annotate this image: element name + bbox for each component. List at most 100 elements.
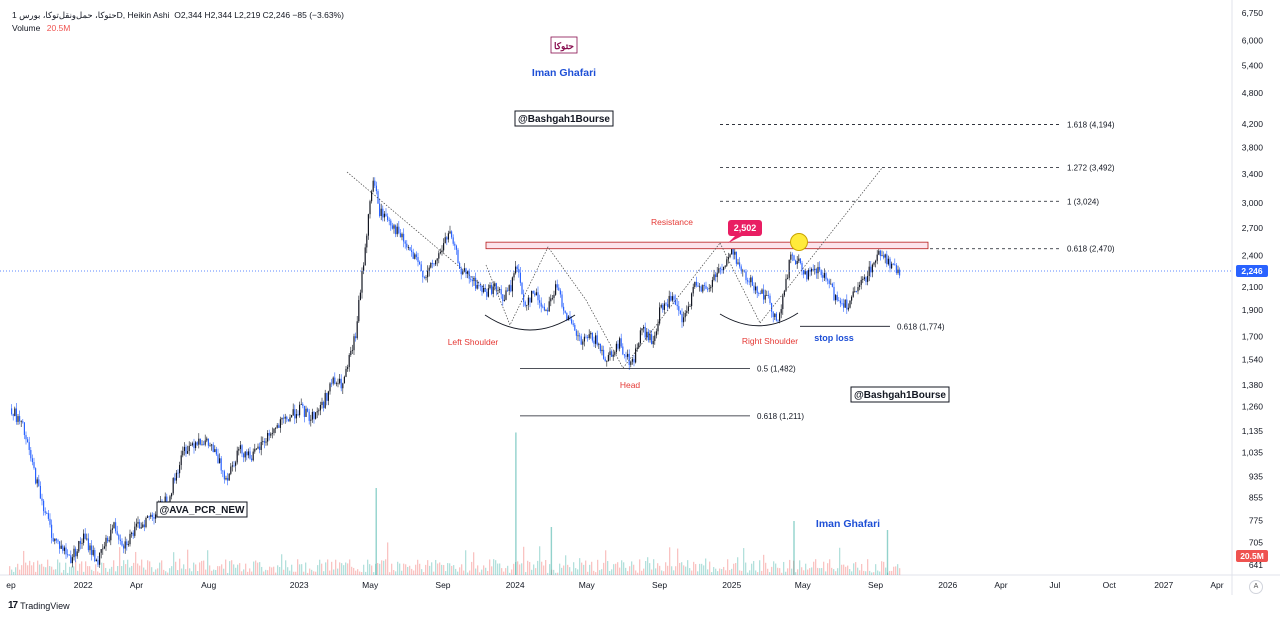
volume-bar bbox=[621, 560, 623, 575]
volume-bar bbox=[581, 562, 583, 575]
volume-bar bbox=[689, 568, 691, 575]
volume-bar bbox=[25, 562, 27, 575]
volume-bar bbox=[891, 570, 893, 575]
volume-bar bbox=[149, 561, 151, 575]
author-bottom: Iman Ghafari bbox=[816, 518, 880, 530]
volume-bar bbox=[739, 570, 741, 575]
volume-bar bbox=[721, 569, 723, 575]
candle bbox=[851, 296, 853, 301]
candle bbox=[265, 441, 267, 443]
candle bbox=[415, 254, 417, 258]
volume-bar bbox=[547, 572, 549, 575]
candle bbox=[86, 538, 88, 540]
volume-bar bbox=[881, 561, 883, 575]
candle bbox=[447, 233, 449, 240]
volume-bar bbox=[89, 566, 91, 575]
candle bbox=[476, 284, 478, 289]
auto-scale-button[interactable]: A bbox=[1249, 580, 1263, 594]
volume-bar bbox=[409, 565, 411, 575]
volume-bar bbox=[389, 572, 391, 575]
tradingview-brand[interactable]: 17 TradingView bbox=[8, 600, 70, 611]
volume-bar bbox=[57, 559, 59, 575]
volume-bar bbox=[257, 562, 259, 575]
candle bbox=[324, 392, 326, 408]
candle bbox=[243, 453, 245, 458]
candle bbox=[68, 554, 70, 556]
candle bbox=[774, 313, 776, 318]
volume-bar bbox=[695, 564, 697, 575]
volume-bar bbox=[625, 567, 627, 575]
candle bbox=[63, 547, 65, 551]
candle bbox=[606, 361, 608, 362]
candle bbox=[273, 428, 275, 433]
volume-bar bbox=[173, 552, 175, 575]
volume-bar bbox=[629, 566, 631, 575]
volume-bar bbox=[331, 561, 333, 575]
candle bbox=[483, 287, 485, 293]
candle bbox=[513, 273, 515, 278]
candle bbox=[591, 332, 593, 341]
volume-bar bbox=[550, 527, 553, 575]
candle bbox=[799, 258, 801, 264]
y-tick-label: 1,700 bbox=[1242, 331, 1264, 341]
x-tick-label: Apr bbox=[130, 580, 143, 590]
candle bbox=[862, 278, 864, 280]
candle bbox=[223, 471, 225, 480]
candle bbox=[340, 378, 342, 389]
symbol-name[interactable]: 1 حتوکا، حمل‌ونقل‌توکا، بورس‌D bbox=[12, 10, 123, 20]
y-tick-label: 2,400 bbox=[1242, 250, 1264, 260]
y-tick-label: 3,800 bbox=[1242, 143, 1264, 153]
volume-bar bbox=[205, 569, 207, 575]
candle bbox=[779, 313, 781, 321]
candle bbox=[191, 443, 193, 445]
x-tick-label: Sep bbox=[868, 580, 883, 590]
candle bbox=[332, 377, 334, 384]
volume-bar bbox=[569, 567, 571, 575]
volume-bar bbox=[637, 572, 639, 575]
fib-level-label: 0.618 (1,774) bbox=[897, 322, 945, 331]
candle bbox=[638, 343, 640, 348]
y-tick-label: 935 bbox=[1249, 471, 1263, 481]
volume-bar bbox=[193, 562, 195, 575]
candle bbox=[379, 203, 381, 216]
candle bbox=[313, 411, 315, 419]
candle bbox=[62, 545, 64, 551]
candle bbox=[89, 545, 91, 551]
volume-bar bbox=[75, 560, 77, 575]
candle bbox=[599, 343, 601, 352]
candle bbox=[819, 266, 821, 270]
candle bbox=[879, 250, 881, 256]
candle bbox=[491, 285, 493, 294]
candle bbox=[836, 295, 838, 301]
candle bbox=[510, 285, 512, 292]
candle bbox=[372, 180, 374, 192]
candle bbox=[355, 336, 357, 339]
volume-bar bbox=[181, 568, 183, 575]
candle bbox=[180, 455, 182, 466]
volume-bar bbox=[373, 572, 375, 575]
volume-bar bbox=[345, 562, 347, 575]
candle bbox=[729, 254, 731, 258]
volume-bar bbox=[763, 554, 765, 575]
volume-bar bbox=[459, 567, 461, 575]
volume-bar bbox=[851, 571, 853, 575]
candle bbox=[201, 444, 203, 446]
candle bbox=[883, 255, 885, 258]
candle bbox=[865, 277, 867, 282]
volume-bar bbox=[527, 560, 529, 575]
candle bbox=[391, 225, 393, 229]
candle bbox=[255, 448, 257, 450]
y-tick-label: 1,135 bbox=[1242, 426, 1264, 436]
resistance-label: Resistance bbox=[651, 217, 693, 227]
volume-bar bbox=[223, 568, 225, 575]
candle bbox=[886, 254, 888, 265]
candle bbox=[763, 289, 765, 300]
candle bbox=[683, 317, 685, 323]
candle bbox=[292, 409, 294, 416]
volume-bar bbox=[323, 571, 325, 575]
candle bbox=[532, 290, 534, 294]
candle bbox=[132, 532, 134, 536]
candle bbox=[422, 271, 424, 278]
volume-bar bbox=[455, 568, 457, 575]
